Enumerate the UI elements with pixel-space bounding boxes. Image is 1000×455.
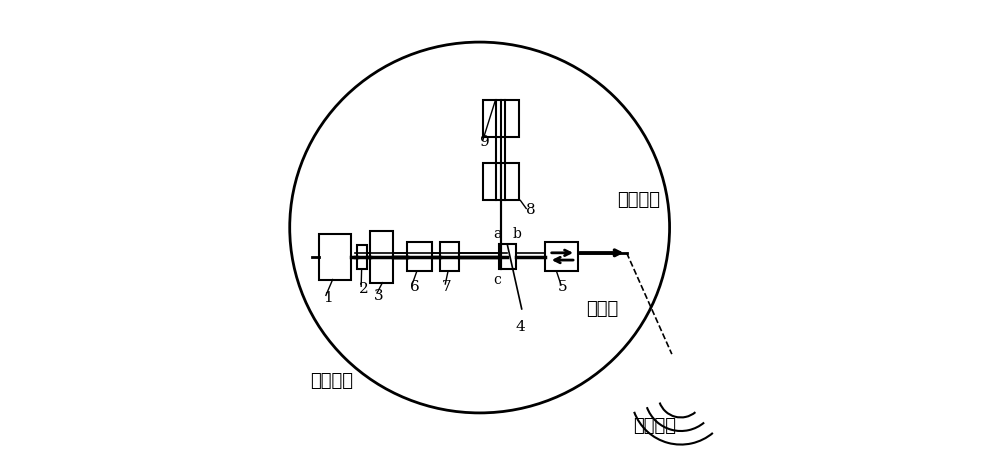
Bar <box>440 242 459 271</box>
Text: 6: 6 <box>410 280 419 294</box>
Bar <box>319 234 351 279</box>
Text: 5: 5 <box>558 280 567 294</box>
Text: a: a <box>493 227 501 241</box>
Bar <box>357 245 367 269</box>
Text: b: b <box>513 227 522 241</box>
Text: 9: 9 <box>480 136 490 150</box>
Text: 远处声波: 远处声波 <box>633 418 676 435</box>
Bar <box>483 163 519 200</box>
Bar <box>499 244 516 269</box>
Text: 微幅振动: 微幅振动 <box>618 192 661 209</box>
Text: c: c <box>493 273 501 287</box>
Text: 3: 3 <box>374 289 384 303</box>
Text: 7: 7 <box>442 280 452 294</box>
Text: 空泡表面: 空泡表面 <box>310 372 353 390</box>
Bar <box>545 242 578 271</box>
Text: 2: 2 <box>358 282 368 296</box>
Bar <box>407 242 432 271</box>
Text: 4: 4 <box>515 320 525 334</box>
Text: 1: 1 <box>323 291 332 304</box>
Bar <box>483 100 519 137</box>
Text: 8: 8 <box>526 203 536 217</box>
Text: 探测光: 探测光 <box>586 300 618 318</box>
Bar <box>370 231 393 283</box>
